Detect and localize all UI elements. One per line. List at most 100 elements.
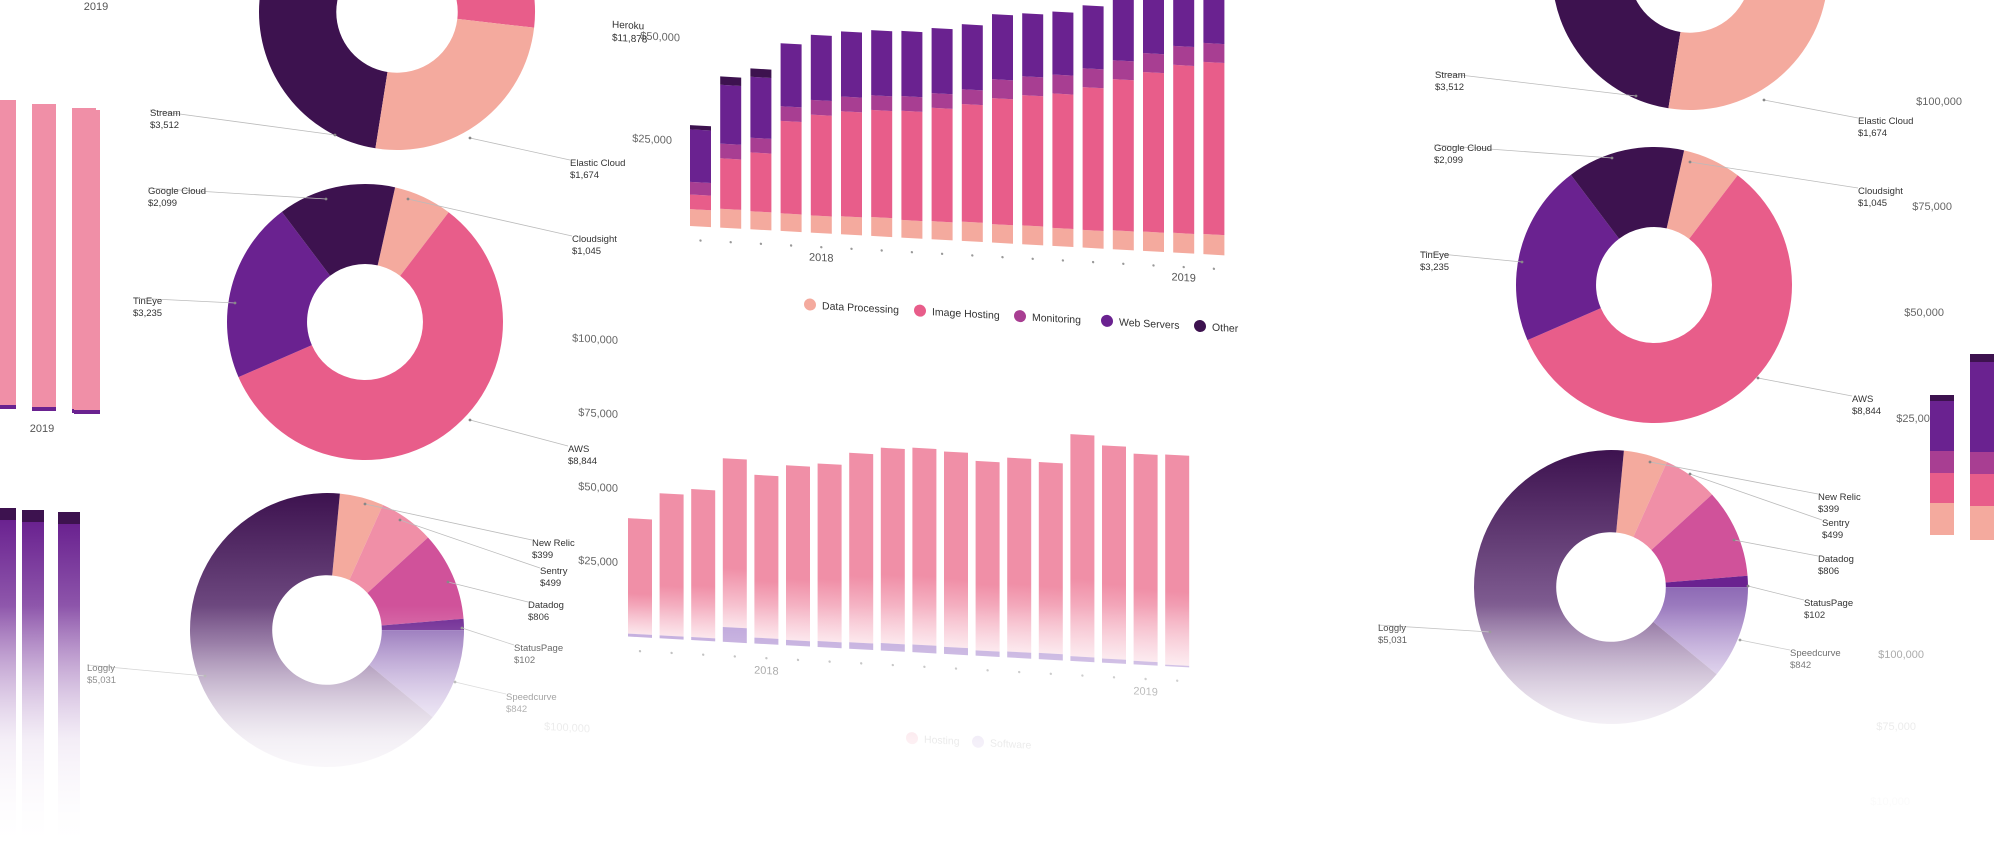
x-tick-dot	[699, 239, 702, 242]
slice-value: $3,235	[1420, 262, 1449, 273]
slice-label: Elastic Cloud	[570, 158, 625, 169]
x-tick-dot	[729, 240, 732, 244]
x-tick-dot	[1061, 259, 1065, 262]
bar-segment-software	[1038, 652, 1063, 661]
bar-segment-web-servers	[931, 27, 953, 95]
x-tick-dot	[638, 649, 642, 653]
slice-label: TinEye	[133, 296, 162, 307]
x-tick-dot	[923, 665, 926, 669]
x-tick-dot	[1182, 265, 1185, 269]
bar-segment-data-processing	[901, 219, 923, 239]
left-bar-fragments: 2019 2019	[0, 1, 108, 844]
bar-segment-monitoring	[841, 96, 862, 113]
edge-bar-other	[22, 510, 44, 522]
edge-bar-purple	[0, 520, 16, 840]
bar-segment-image-hosting	[780, 120, 802, 215]
edge-year-label-top: 2019	[84, 1, 108, 13]
leader-dot	[1688, 472, 1692, 476]
slice-label: Loggly	[1378, 623, 1406, 634]
bar-segment-hosting	[880, 447, 905, 645]
leader-line	[1763, 99, 1859, 119]
edge-bar-hosting	[74, 110, 100, 410]
bar-segment-monitoring	[1173, 45, 1195, 66]
legend-label-monitoring: Monitoring	[1032, 312, 1081, 327]
slice-label: StatusPage	[514, 643, 563, 654]
bar-segment-web-servers	[1022, 13, 1044, 78]
x-tick-dot	[796, 658, 800, 662]
legend-label-data-processing: Data Processing	[822, 300, 899, 316]
leader-dot	[460, 626, 464, 630]
bar-segment-hosting	[975, 460, 1000, 652]
leader-dot	[1488, 630, 1492, 634]
bar-segment-web-servers	[750, 76, 772, 139]
bar-segment-web-servers	[1052, 11, 1074, 76]
slice-label: Sentry	[540, 566, 568, 577]
slice-value: $806	[1818, 566, 1839, 577]
leader-line	[469, 137, 571, 161]
top-donut-chart-right: Stream$3,512 Elastic Cloud$1,674	[1434, 0, 1913, 139]
y-tick-label: $75,000	[578, 407, 618, 421]
software-donut-chart: New Relic$399 Sentry$499 Datadog$806 Status…	[86, 492, 575, 767]
leader-line	[1733, 539, 1819, 557]
edge-bar-other	[58, 512, 80, 524]
bar-segment-image-hosting	[1112, 79, 1134, 232]
bar-segment-data-processing	[871, 217, 893, 238]
slice-value: $1,674	[1858, 128, 1887, 139]
slice-value: $5,031	[87, 675, 116, 686]
edge-year-label: 2019	[30, 423, 54, 435]
leader-dot	[1610, 156, 1614, 160]
bar-segment-hosting	[849, 452, 874, 644]
right-y-tick: $75,000	[1876, 721, 1916, 733]
edge-bar-other	[0, 508, 16, 520]
right-bar-fragments: $100,000$75,000$50,000$25,000$100,000$75…	[1870, 96, 1994, 808]
heroku-label: Heroku	[612, 20, 644, 33]
bar-segment-monitoring	[780, 106, 802, 123]
bar-segment-web-servers	[992, 14, 1013, 81]
leader-line	[1747, 585, 1805, 601]
slice-label: Cloudsight	[572, 234, 617, 245]
slice-label: StatusPage	[1804, 598, 1853, 609]
leader-dot	[1738, 638, 1742, 642]
bar-segment-data-processing	[690, 209, 711, 228]
bar-segment-hosting	[786, 465, 810, 642]
edge-bar-software	[32, 407, 56, 411]
slice-value: $499	[540, 578, 561, 589]
edge-stacked-segment	[1970, 354, 1994, 362]
slice-label: Datadog	[528, 600, 564, 611]
x-tick-dot	[986, 669, 989, 672]
bar-segment-data-processing	[720, 208, 742, 229]
edge-stacked-segment	[1970, 474, 1994, 506]
slice-value: $3,235	[133, 308, 162, 319]
legend-swatch-web-servers	[1101, 314, 1113, 327]
slice-label: Google Cloud	[1434, 143, 1492, 154]
slice-value: $8,844	[1852, 406, 1881, 417]
x-tick-dot	[1176, 679, 1179, 682]
x-tick-dot	[1001, 255, 1004, 259]
bar-segment-web-servers	[1112, 0, 1134, 62]
bar-segment-data-processing	[931, 221, 953, 241]
x-tick-dot	[1018, 670, 1021, 674]
year-label: 2019	[1171, 271, 1195, 284]
bar-segment-hosting	[817, 463, 842, 643]
edge-stacked-segment	[1930, 473, 1954, 503]
leader-line	[469, 419, 569, 447]
bar-segment-web-servers	[780, 43, 802, 108]
bar-segment-image-hosting	[871, 109, 893, 219]
slice-value: $2,099	[1434, 155, 1463, 166]
bar-segment-monitoring	[1082, 68, 1104, 89]
legend-label-other: Other	[1212, 322, 1239, 335]
x-tick-dot	[1112, 676, 1116, 679]
bar-segment-data-processing	[1022, 225, 1044, 246]
y-tick-label: $100,000	[572, 332, 618, 347]
edge-stacked-segment	[1930, 395, 1954, 401]
x-tick-dot	[1081, 674, 1084, 677]
slice-label: AWS	[568, 444, 589, 455]
slice-label: Stream	[150, 108, 181, 119]
edge-stacked-segment	[1930, 503, 1954, 535]
leader-dot	[1648, 460, 1652, 464]
bar-segment-other	[720, 76, 742, 86]
y-tick-label-25000: $25,000	[632, 133, 672, 147]
x-tick-dot	[1031, 257, 1034, 261]
bar-segment-software	[849, 642, 874, 651]
